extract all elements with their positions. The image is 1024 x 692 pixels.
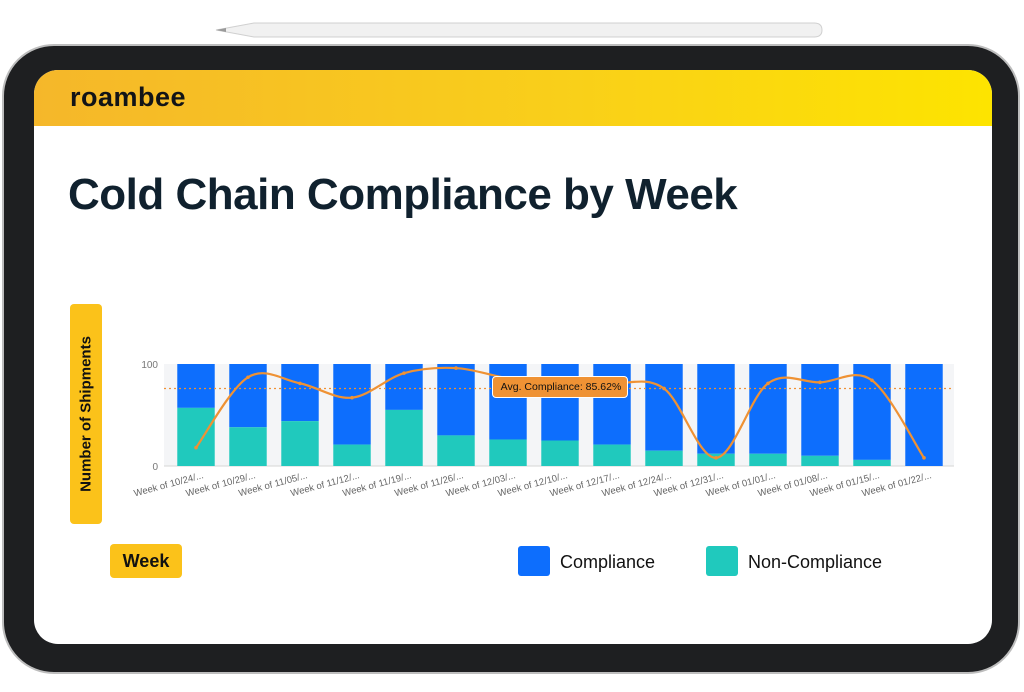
trend-point xyxy=(818,380,822,385)
trend-point xyxy=(350,395,354,400)
y-axis-title-box: Number of Shipments xyxy=(70,304,102,524)
legend-label-non-compliance: Non-Compliance xyxy=(748,552,883,572)
bar-compliance xyxy=(281,364,319,422)
bar-non-compliance xyxy=(645,450,683,466)
tablet-screen: roambee Cold Chain Compliance by Week Nu… xyxy=(34,70,992,644)
bar-non-compliance xyxy=(385,409,423,466)
bar-non-compliance xyxy=(333,444,371,466)
trend-point xyxy=(454,366,458,370)
trend-point xyxy=(246,375,250,380)
stylus-pencil xyxy=(215,22,823,38)
trend-point xyxy=(194,445,198,450)
trend-point xyxy=(870,378,874,383)
bar-compliance xyxy=(801,364,839,456)
bar-compliance xyxy=(333,364,371,445)
bar-non-compliance xyxy=(853,459,891,466)
bar-compliance xyxy=(645,364,683,451)
bar-non-compliance xyxy=(177,407,215,466)
x-axis-title: Week xyxy=(110,544,182,578)
bar-non-compliance xyxy=(697,453,735,466)
trend-point xyxy=(714,456,718,460)
bar-non-compliance xyxy=(593,444,631,466)
y-tick-label: 100 xyxy=(141,360,158,371)
brand-header-bar: roambee xyxy=(34,70,992,126)
average-compliance-tooltip: Avg. Compliance: 85.62% xyxy=(492,376,628,398)
trend-point xyxy=(922,456,926,460)
trend-point xyxy=(402,371,406,375)
bar-non-compliance xyxy=(801,455,839,466)
bar-non-compliance xyxy=(229,427,267,466)
brand-logo: roambee xyxy=(70,82,187,112)
legend-label-compliance: Compliance xyxy=(560,552,656,572)
bar-compliance xyxy=(437,364,475,436)
bar-non-compliance xyxy=(437,435,475,466)
page-title: Cold Chain Compliance by Week xyxy=(68,170,738,219)
trend-point xyxy=(662,386,666,391)
y-tick-label: 0 xyxy=(152,462,158,473)
trend-point xyxy=(766,381,770,386)
bar-non-compliance xyxy=(749,453,787,466)
trend-point xyxy=(298,381,302,386)
bar-compliance xyxy=(853,364,891,460)
bar-compliance xyxy=(229,364,267,428)
bar-non-compliance xyxy=(489,439,527,466)
bar-compliance xyxy=(905,364,943,466)
y-axis-title: Number of Shipments xyxy=(77,336,95,492)
bar-compliance xyxy=(177,364,215,408)
legend-swatch-non-compliance xyxy=(706,546,738,576)
average-compliance-tooltip-text: Avg. Compliance: 85.62% xyxy=(500,381,622,393)
bar-non-compliance xyxy=(541,440,579,466)
bar-compliance xyxy=(697,364,735,454)
legend-swatch-compliance xyxy=(518,546,550,576)
bar-non-compliance xyxy=(281,421,319,466)
